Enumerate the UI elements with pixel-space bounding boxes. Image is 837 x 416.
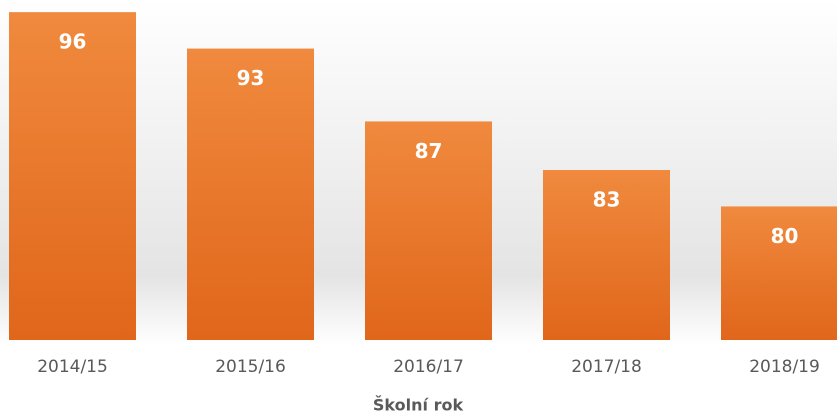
x-tick-label: 2016/17	[393, 357, 464, 377]
x-tick-label: 2015/16	[215, 357, 286, 377]
x-axis-label: Školní rok	[373, 396, 464, 415]
bar	[365, 121, 492, 340]
bar	[9, 12, 136, 341]
x-tick-label: 2014/15	[37, 357, 108, 377]
value-label: 93	[237, 66, 265, 90]
value-label: 80	[771, 224, 799, 248]
bar	[721, 206, 837, 340]
value-label: 96	[59, 30, 87, 54]
bar	[543, 170, 670, 340]
x-tick-label: 2018/19	[749, 357, 820, 377]
x-tick-label: 2017/18	[571, 357, 642, 377]
value-label: 87	[415, 139, 443, 163]
bar	[187, 48, 314, 340]
value-label: 83	[593, 188, 621, 212]
